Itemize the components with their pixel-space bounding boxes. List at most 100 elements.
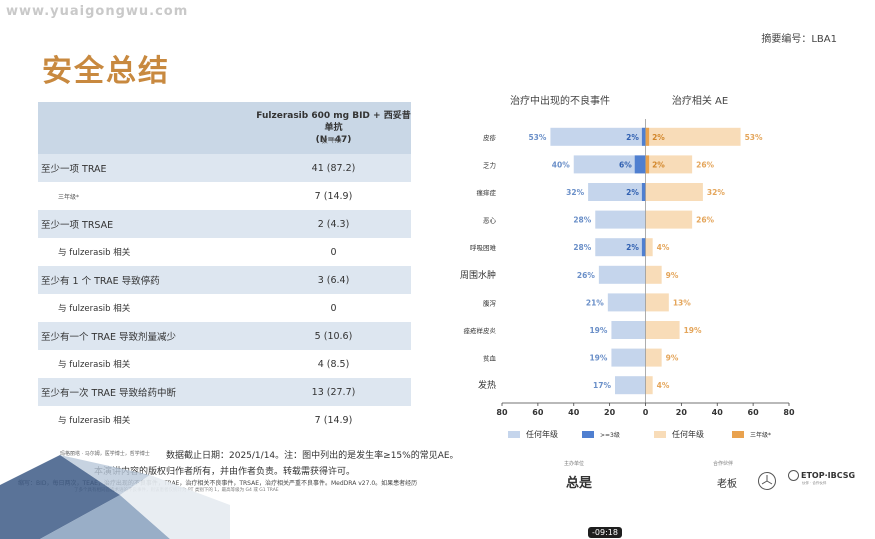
x-tick-label: 60 (532, 408, 544, 417)
right-value-label: 13% (673, 298, 691, 307)
table-row: 至少一项 TRAE 41 (87.2) (38, 154, 411, 182)
x-tick-label: 40 (712, 408, 724, 417)
x-tick-label: 20 (604, 408, 616, 417)
ae-chart-svg: 治疗中出现的不良事件 治疗相关 AE 皮疹 53% 2% 53% 2% 乏力 40% 6% 26% 2… (460, 94, 795, 439)
row-label: 至少一项 TRSAE (41, 220, 114, 231)
bar-right-any-grade (645, 238, 653, 257)
x-tick-label: 0 (643, 408, 649, 417)
right-value-label: 9% (666, 271, 679, 280)
left-grade3-label: 2% (626, 188, 639, 197)
left-grade3-label: 6% (619, 160, 632, 169)
legend-swatch (582, 431, 594, 438)
category-label: 发热 (478, 379, 496, 391)
legend-label: >=3级 (600, 431, 620, 439)
row-label: 与 fulzerasib 相关 (58, 360, 131, 370)
partner-logo-1: 老板 (717, 479, 737, 490)
right-value-label: 4% (657, 381, 670, 390)
chart-right-title: 治疗相关 AE (672, 94, 728, 107)
category-label: 皮疹 (483, 133, 497, 142)
row-value: 7 (14.9) (314, 190, 353, 202)
row-label: 三年级* (58, 193, 80, 201)
mercedes-logo-icon (758, 472, 776, 490)
left-value-label: 26% (577, 271, 595, 280)
host-logo: 总是 (566, 476, 593, 491)
row-label: 至少一项 TRAE (41, 164, 107, 175)
bar-left-any-grade (595, 210, 646, 229)
right-value-label: 19% (684, 326, 702, 335)
bar-right-grade3 (645, 155, 650, 174)
table-row: 至少有 1 个 TRAE 导致停药 3 (6.4) (38, 266, 411, 294)
bar-left-any-grade (573, 155, 646, 174)
row-value: 13 (27.7) (311, 386, 356, 398)
bar-left-any-grade (611, 321, 646, 339)
bar-right-any-grade (645, 183, 703, 201)
category-label: 恶心 (483, 217, 497, 225)
left-value-label: 19% (589, 326, 607, 335)
right-value-label: 53% (745, 133, 763, 142)
unit-label: 数（%） (321, 138, 346, 145)
table-row: 与 fulzerasib 相关 0 (38, 238, 411, 266)
legend-swatch (654, 431, 666, 438)
bar-right-any-grade (645, 155, 693, 174)
etop-logo: ETOP·IBCSG (788, 470, 855, 481)
legend-swatch (508, 431, 520, 438)
slide-title: 安全总结 (42, 54, 170, 89)
right-grade3-label: 2% (652, 160, 665, 169)
right-value-label: 4% (657, 243, 670, 252)
category-label: 周围水肿 (460, 269, 496, 281)
left-value-label: 28% (573, 216, 591, 225)
left-value-label: 32% (566, 188, 584, 197)
arm-n: (N=47) (315, 135, 352, 145)
row-label: 至少有 1 个 TRAE 导致停药 (41, 276, 160, 287)
left-value-label: 40% (552, 160, 570, 169)
decorative-polygons (0, 455, 230, 539)
bar-left-grade3 (641, 127, 646, 146)
bar-left-any-grade (598, 265, 646, 284)
left-value-label: 19% (589, 354, 607, 363)
left-value-label: 28% (573, 243, 591, 252)
abstract-number: 摘要编号：LBA1 (761, 34, 837, 45)
table-row: 至少有一次 TRAE 导致给药中断 13 (27.7) (38, 378, 411, 406)
bar-right-any-grade (645, 293, 669, 312)
row-label: 至少有一次 TRAE 导致给药中断 (41, 388, 177, 399)
abbreviation-note: 缩写：BID，每日两次，TEAE，治疗出现的不良事件，TRAE，治疗相关不良事件… (18, 480, 418, 487)
etop-icon (788, 470, 799, 481)
bar-left-any-grade (595, 238, 646, 257)
sponsor-footer: 主办单位 总是 合作伙伴 老板 ETOP·IBCSG 伙伴 · 合作伙伴 (556, 455, 856, 497)
row-value: 0 (330, 302, 337, 314)
video-time-display: -09:18 (588, 527, 622, 538)
right-value-label: 26% (696, 216, 714, 225)
right-grade3-label: 2% (652, 133, 665, 142)
bar-left-grade3 (641, 183, 646, 201)
category-label: 呼吸困难 (470, 243, 497, 252)
table-row: 至少有一个 TRAE 导致剂量减少 5 (10.6) (38, 322, 411, 350)
table-header: Fulzerasib 600 mg BID + 西妥昔单抗 (N=47) 数（%… (38, 102, 411, 154)
legend-label: 任何年级 (526, 429, 558, 439)
table-body: 至少一项 TRAE 41 (87.2) 三年级* 7 (14.9) 至少一项 TRSAE… (38, 154, 411, 434)
chart-left-title: 治疗中出现的不良事件 (510, 94, 610, 107)
row-value: 7 (14.9) (314, 414, 353, 426)
right-value-label: 26% (696, 160, 714, 169)
bar-left-any-grade (607, 293, 646, 312)
category-label: 贫血 (483, 354, 497, 363)
arm-name: Fulzerasib 600 mg BID + 西妥昔单抗 (256, 111, 411, 133)
left-grade3-label: 2% (626, 243, 639, 252)
bar-left-grade3 (641, 238, 646, 257)
bar-left-grade3 (634, 155, 646, 174)
left-value-label: 53% (528, 133, 546, 142)
author-credit: 玛格丽塔 · 马尔姆，医学博士，哲学博士 (60, 451, 150, 457)
bar-left-any-grade (588, 183, 646, 201)
arm-header: Fulzerasib 600 mg BID + 西妥昔单抗 (N=47) (256, 110, 411, 146)
bar-right-any-grade (645, 321, 680, 339)
sponsor-logo-1 (604, 472, 630, 486)
sponsor-logo-2 (636, 472, 662, 486)
row-label: 与 fulzerasib 相关 (58, 416, 131, 426)
bar-right-grade3 (645, 127, 650, 146)
left-value-label: 17% (593, 381, 611, 390)
bar-right-any-grade (645, 376, 653, 395)
x-tick-label: 20 (676, 408, 688, 417)
category-label: 乏力 (483, 160, 496, 169)
bar-right-any-grade (645, 265, 662, 284)
bar-right-any-grade (645, 210, 693, 229)
legend-swatch (732, 431, 744, 438)
